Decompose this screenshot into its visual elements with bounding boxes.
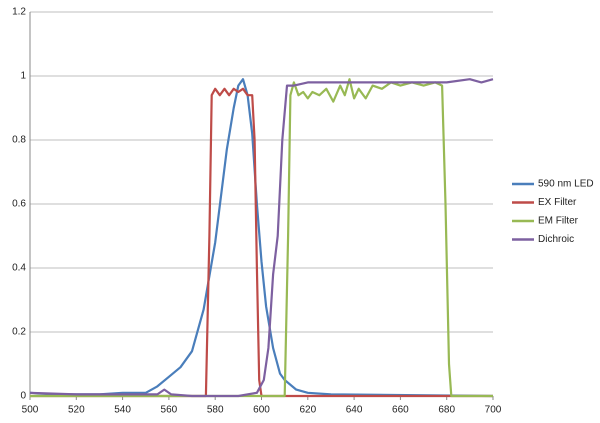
line [29, 78, 494, 398]
x-tick-label: 660 [392, 405, 409, 416]
y-tick-label: 0.8 [12, 135, 26, 146]
y-tick-label: 1.2 [12, 7, 26, 18]
x-tick-label: 580 [207, 405, 224, 416]
x-tick-label: 700 [485, 405, 502, 416]
y-tick-label: 1 [20, 71, 26, 82]
legend-label: EM Filter [538, 216, 579, 227]
y-tick-label: 0 [20, 391, 26, 402]
x-tick-label: 680 [438, 405, 455, 416]
line [30, 78, 493, 398]
x-tick-label: 640 [346, 405, 363, 416]
line [29, 78, 494, 398]
y-tick-label: 0.2 [12, 327, 26, 338]
legend-label: EX Filter [538, 197, 577, 208]
y-tick-label: 0.4 [12, 263, 26, 274]
x-tick-label: 500 [22, 405, 39, 416]
x-tick-label: 600 [253, 405, 270, 416]
x-tick-label: 520 [68, 405, 85, 416]
legend-label: 590 nm LED [538, 179, 594, 190]
x-tick-label: 620 [299, 405, 316, 416]
y-tick-label: 0.6 [12, 199, 26, 210]
x-tick-label: 560 [161, 405, 178, 416]
legend-label: Dichroic [538, 234, 574, 245]
line [30, 87, 493, 398]
x-tick-label: 540 [114, 405, 131, 416]
